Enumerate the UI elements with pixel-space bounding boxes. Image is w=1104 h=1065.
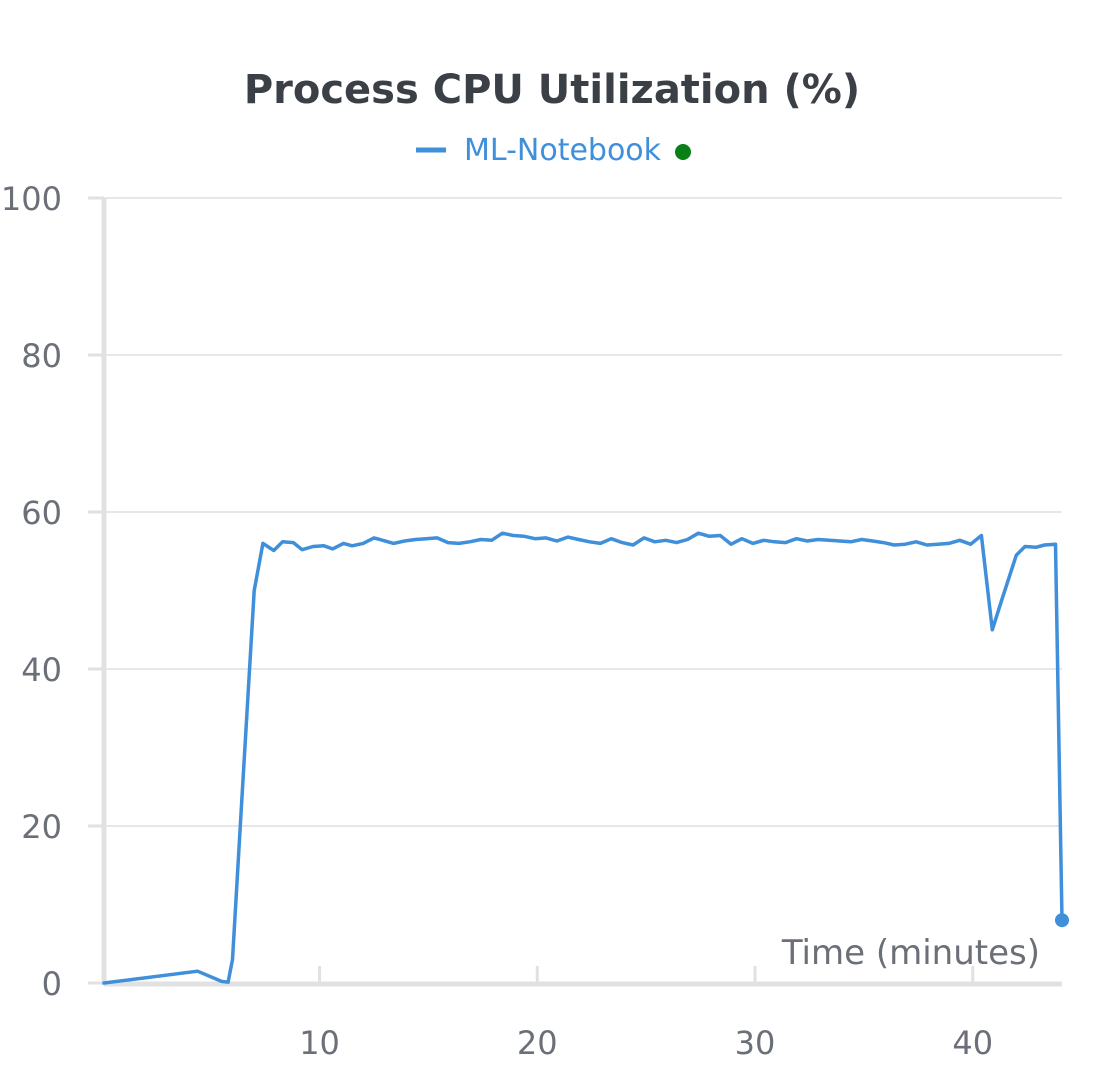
chart-title: Process CPU Utilization (%) (244, 67, 860, 113)
legend-status-dot (675, 144, 691, 160)
gridlines (104, 197, 1062, 827)
y-tick-label-80: 80 (21, 337, 62, 375)
y-tick-label-20: 20 (21, 808, 62, 846)
x-axis-title: Time (minutes) (781, 933, 1040, 973)
y-tick-label-40: 40 (21, 651, 62, 689)
x-tick-label-30: 30 (735, 1024, 776, 1062)
x-tick-label-20: 20 (517, 1024, 558, 1062)
y-tick-label-60: 60 (21, 494, 62, 532)
y-tick-label-100: 100 (1, 180, 62, 218)
legend-label: ML-Notebook (464, 133, 662, 168)
series-layer (102, 531, 1069, 985)
axes (88, 196, 1062, 987)
x-tick-label-40: 40 (952, 1024, 993, 1062)
series-endpoint-marker-0 (1055, 913, 1069, 928)
tick-labels: 0 20 40 60 80 100 10 20 30 40 (1, 180, 993, 1062)
y-tick-label-0: 0 (42, 965, 62, 1003)
series-line-0 (102, 531, 1064, 985)
x-tick-label-10: 10 (299, 1024, 340, 1062)
legend[interactable]: ML-Notebook (416, 133, 691, 168)
